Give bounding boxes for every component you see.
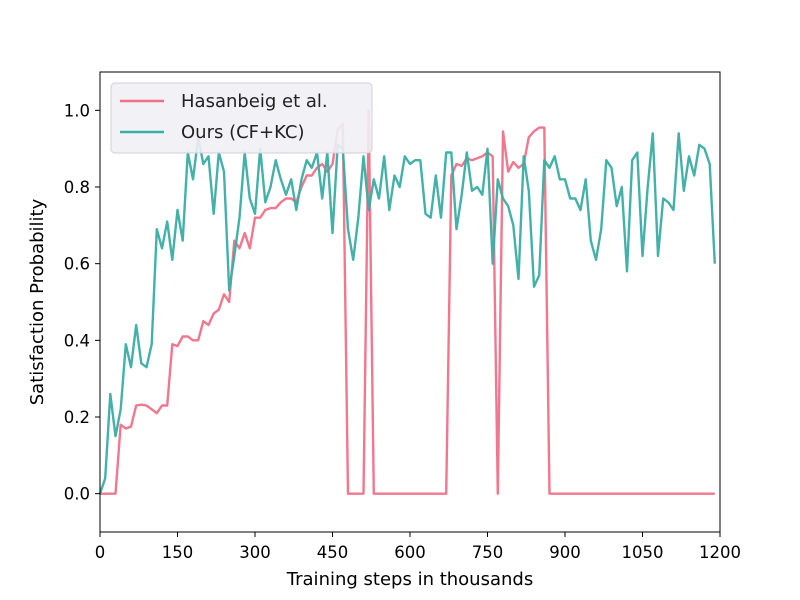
x-tick-label: 300 — [239, 543, 271, 562]
x-tick-label: 450 — [317, 543, 349, 562]
y-axis-label: Satisfaction Probability — [27, 198, 48, 405]
y-tick-label: 1.0 — [64, 101, 90, 120]
x-tick-label: 1050 — [622, 543, 664, 562]
series-line-ours — [98, 132, 716, 495]
x-axis-label: Training steps in thousands — [286, 569, 533, 590]
y-tick-label: 0.2 — [64, 408, 90, 427]
y-tick-label: 0.0 — [64, 485, 90, 504]
plot-lines — [98, 109, 716, 495]
y-tick-label: 0.4 — [64, 331, 90, 350]
series-line-hasanbeig — [100, 109, 715, 495]
x-tick-label: 150 — [162, 543, 194, 562]
y-tick-label: 0.8 — [64, 178, 90, 197]
x-axis: 0 150 300 450 600 750 900 1050 1200 — [95, 532, 741, 562]
x-tick-label: 1200 — [699, 543, 741, 562]
legend: Hasanbeig et al. Ours (CF+KC) — [110, 82, 373, 154]
legend-label-ours: Ours (CF+KC) — [181, 122, 305, 143]
x-tick-label: 900 — [549, 543, 581, 562]
y-tick-label: 0.6 — [64, 255, 90, 274]
x-tick-label: 0 — [95, 543, 106, 562]
legend-label-hasanbeig: Hasanbeig et al. — [181, 91, 328, 112]
x-tick-label: 600 — [394, 543, 426, 562]
legend-box — [110, 82, 373, 154]
x-tick-label: 750 — [472, 543, 504, 562]
y-axis: 0.0 0.2 0.4 0.6 0.8 1.0 — [64, 101, 100, 504]
